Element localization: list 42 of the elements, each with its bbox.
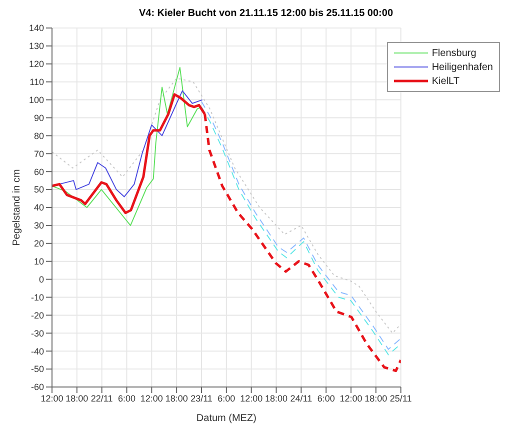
y-tick-label: 110 (30, 77, 44, 88)
y-tick-label: -40 (30, 346, 44, 356)
x-tick-label: 12:00 (340, 393, 362, 404)
x-tick-label: 22/11 (90, 393, 113, 404)
x-tick-label: 6:00 (118, 393, 136, 404)
legend-label: Heiligenhafen (432, 62, 493, 72)
x-tick-label: 18:00 (264, 393, 288, 404)
legend-label: KielLT (432, 76, 460, 86)
y-tick-label: 50 (34, 184, 44, 195)
x-tick-label: 6:00 (218, 393, 236, 404)
y-tick-label: 60 (34, 166, 44, 177)
y-tick-label: -50 (30, 364, 44, 374)
y-tick-label: 20 (34, 238, 44, 249)
x-tick-label: 18:00 (165, 393, 188, 404)
y-tick-label: 140 (28, 23, 44, 34)
y-tick-label: 80 (34, 130, 44, 141)
y-tick-label: 100 (28, 94, 44, 105)
x-axis-title: Datum (MEZ) (196, 413, 256, 424)
y-tick-label: -10 (30, 292, 44, 302)
y-tick-label: 70 (34, 148, 44, 159)
x-tick-label: 18:00 (66, 393, 88, 404)
y-tick-label: 120 (28, 59, 44, 70)
x-tick-label: 23/11 (190, 393, 212, 404)
y-tick-label: 0 (38, 274, 44, 284)
y-tick-label: 40 (34, 202, 44, 213)
y-axis-title: Pegelstand in cm (12, 169, 23, 246)
y-tick-label: 10 (34, 256, 44, 267)
y-tick-label: -20 (30, 310, 44, 320)
y-tick-label: 130 (28, 41, 44, 52)
chart-title: V4: Kieler Bucht von 21.11.15 12:00 bis 25.11.15 00:00 (138, 8, 394, 21)
legend-label: Flensburg (432, 48, 476, 58)
x-tick-label: 6:00 (317, 393, 335, 404)
y-tick-label: 90 (34, 112, 44, 123)
y-tick-label: -60 (30, 382, 44, 392)
x-tick-label: 25/11 (390, 393, 412, 404)
y-tick-label: 30 (34, 220, 44, 231)
x-tick-label: 12:00 (140, 393, 163, 404)
x-tick-label: 12:00 (40, 393, 64, 404)
y-tick-label: -30 (30, 328, 44, 338)
x-tick-label: 24/11 (290, 393, 312, 404)
x-tick-label: 12:00 (240, 393, 263, 404)
x-tick-label: 18:00 (364, 393, 388, 404)
